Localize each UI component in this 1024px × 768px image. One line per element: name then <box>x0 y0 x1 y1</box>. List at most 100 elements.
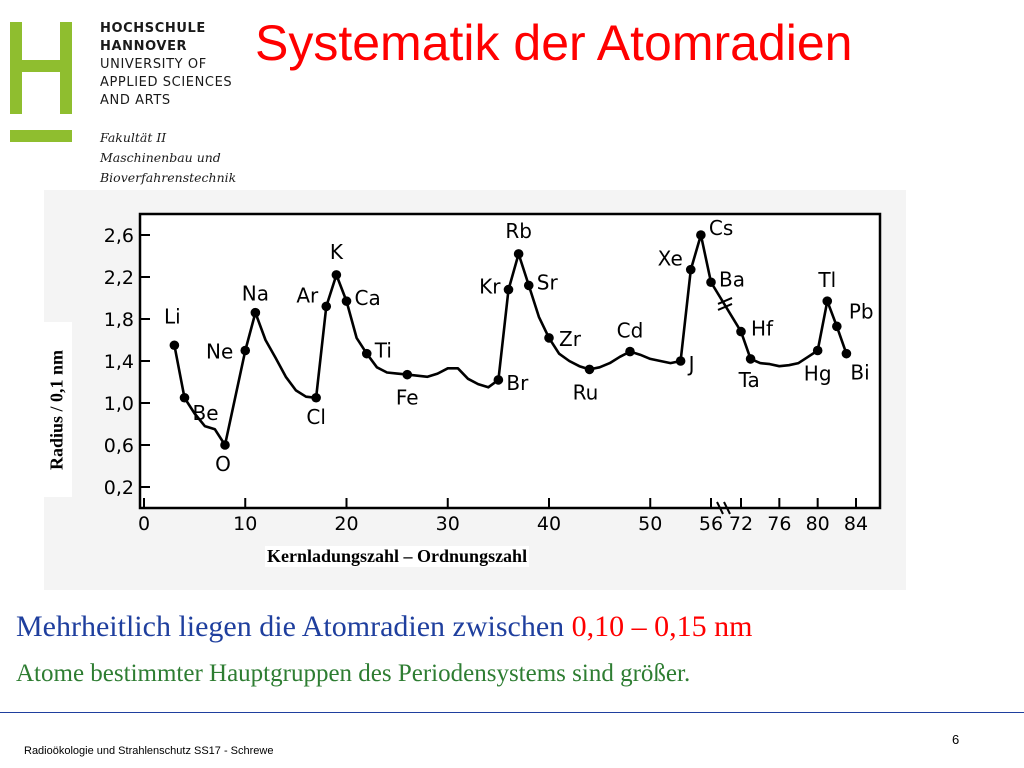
element-label: Ru <box>573 380 599 404</box>
university-line: HANNOVER <box>100 39 188 54</box>
data-point <box>169 340 180 351</box>
data-point <box>179 392 190 403</box>
data-point <box>523 280 534 291</box>
data-point <box>696 230 706 240</box>
data-point <box>544 333 554 343</box>
data-point <box>341 296 352 306</box>
curve-break-mark <box>717 297 733 311</box>
faculty-line: Bioverfahrenstechnik <box>100 170 237 185</box>
university-line: UNIVERSITY OF <box>100 57 207 72</box>
element-label: Tl <box>817 268 836 292</box>
x-tick-label: 20 <box>334 513 358 535</box>
ylabel-background <box>44 322 72 497</box>
footer-divider <box>0 712 1024 713</box>
detail-line: Atome bestimmter Hauptgruppen des Period… <box>16 660 691 687</box>
radius-line-segment <box>173 233 713 447</box>
y-tick-label: 1,4 <box>104 351 134 373</box>
data-point <box>361 348 372 359</box>
logo-h-crossbar <box>10 60 72 72</box>
y-tick-label: 1,8 <box>104 309 134 331</box>
y-tick-label: 2,6 <box>104 225 134 247</box>
y-tick-label: 2,2 <box>104 267 134 289</box>
element-label: Pb <box>849 299 874 323</box>
element-label: Cl <box>306 405 326 429</box>
data-point <box>745 354 756 364</box>
x-tick-label: 50 <box>638 513 662 535</box>
element-label: Hf <box>751 317 774 341</box>
summary-text: Mehrheitlich liegen die Atomradien zwisc… <box>16 610 572 643</box>
x-tick-label: 56 <box>699 513 723 535</box>
data-point <box>584 364 595 375</box>
data-point <box>493 375 504 385</box>
x-tick-label: 30 <box>436 513 460 535</box>
faculty-line: Fakultät II <box>100 130 167 145</box>
page-number: 6 <box>952 732 960 747</box>
element-label: Bi <box>850 361 869 385</box>
university-name: HOCHSCHULE HANNOVER UNIVERSITY OF APPLIE… <box>100 20 232 110</box>
x-tick-label: 0 <box>138 513 150 535</box>
data-point <box>220 440 230 450</box>
element-label: Rb <box>505 219 532 243</box>
data-point <box>832 321 842 332</box>
data-point <box>706 277 716 288</box>
element-label: Ne <box>206 340 233 364</box>
element-label: J <box>687 352 695 376</box>
y-tick-label: 0,6 <box>104 435 134 457</box>
element-label: Ta <box>738 368 760 392</box>
element-label: Ba <box>719 267 745 291</box>
element-label: Zr <box>559 327 582 351</box>
element-label: Cs <box>709 216 733 240</box>
atomic-radius-chart: 0,2 0,6 1,0 1,4 1,8 2,2 2,6 0 10 20 30 40 50 56 72 76 80… <box>44 190 906 590</box>
data-point <box>240 345 251 356</box>
data-point <box>503 284 514 295</box>
data-point <box>250 307 261 318</box>
element-label: Ar <box>296 283 319 307</box>
plot-frame <box>138 212 882 510</box>
y-tick-label: 1,0 <box>104 393 134 415</box>
faculty-name: Fakultät II Maschinenbau und Bioverfahre… <box>100 128 236 188</box>
axis-break-mark <box>716 501 731 515</box>
data-point <box>822 296 833 306</box>
element-label: Fe <box>396 386 419 410</box>
chart-svg: 0,2 0,6 1,0 1,4 1,8 2,2 2,6 0 10 20 30 40 50 56 72 76 80… <box>104 212 882 535</box>
x-tick-label: 40 <box>537 513 561 535</box>
footer-course: Radioökologie und Strahlenschutz SS17 - … <box>24 745 274 757</box>
element-label: O <box>215 452 231 476</box>
slide-title: Systematik der Atomradien <box>255 15 853 71</box>
element-label: Br <box>506 371 529 395</box>
y-axis-label: Radius / 0,1 nm <box>46 349 67 471</box>
element-label: Li <box>164 304 181 328</box>
data-point <box>736 326 746 337</box>
data-point <box>625 346 635 357</box>
university-logo <box>10 22 76 144</box>
data-point <box>321 301 332 312</box>
element-label: K <box>330 240 344 264</box>
element-label: Cd <box>617 319 644 343</box>
x-tick-label: 84 <box>844 513 868 535</box>
x-tick-label: 80 <box>806 513 830 535</box>
element-label: Xe <box>658 247 683 271</box>
data-point <box>685 264 696 275</box>
university-line: APPLIED SCIENCES <box>100 75 233 90</box>
x-tick-label: 72 <box>729 513 753 535</box>
university-line: HOCHSCHULE <box>100 21 206 36</box>
data-point <box>675 356 686 366</box>
element-label: Ca <box>355 286 381 310</box>
element-label: Kr <box>479 275 501 299</box>
data-point <box>331 270 342 280</box>
faculty-line: Maschinenbau und <box>100 150 221 165</box>
element-label: Sr <box>537 270 559 294</box>
data-point <box>513 249 524 259</box>
data-point <box>311 392 321 403</box>
element-label: Hg <box>804 362 832 386</box>
x-tick-label: 10 <box>233 513 257 535</box>
x-axis-label: Kernladungszahl – Ordnungszahl <box>265 546 530 567</box>
data-point <box>812 345 823 356</box>
element-label: Na <box>242 282 269 306</box>
university-line: AND ARTS <box>100 93 171 108</box>
element-label: Ti <box>374 339 392 363</box>
logo-underline <box>10 130 72 142</box>
radius-range-highlight: 0,10 – 0,15 nm <box>571 610 753 643</box>
summary-line: Mehrheitlich liegen die Atomradien zwisc… <box>16 610 753 644</box>
y-tick-label: 0,2 <box>104 477 134 499</box>
